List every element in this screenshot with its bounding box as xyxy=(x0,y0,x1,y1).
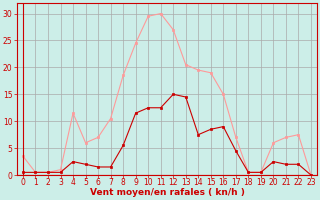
X-axis label: Vent moyen/en rafales ( kn/h ): Vent moyen/en rafales ( kn/h ) xyxy=(90,188,244,197)
